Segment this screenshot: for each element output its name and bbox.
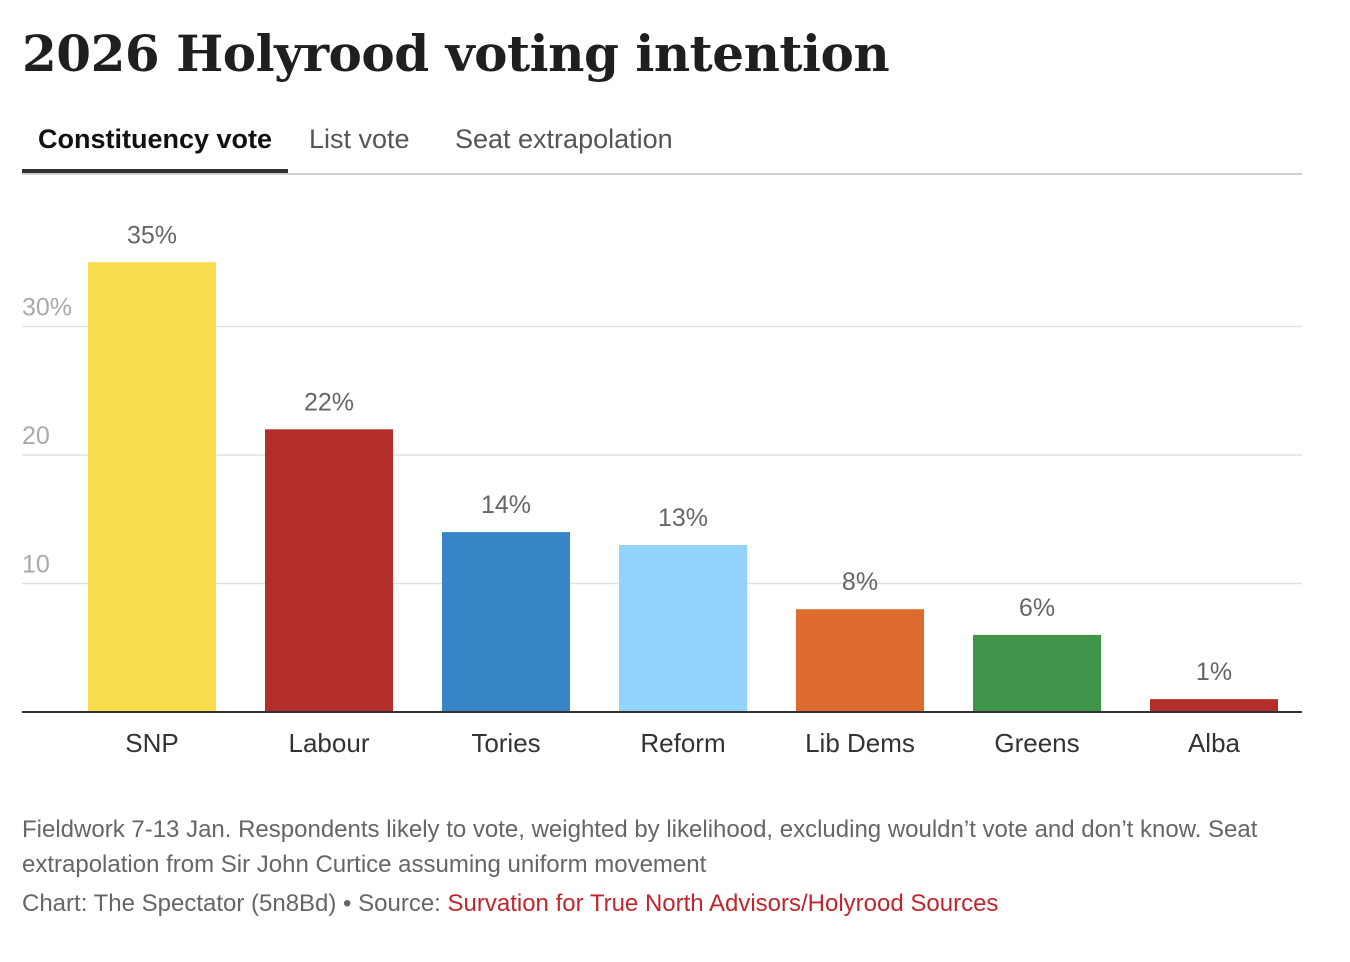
bar-labour[interactable] xyxy=(265,429,393,712)
data-label: 22% xyxy=(304,388,354,416)
bar-alba[interactable] xyxy=(1150,699,1278,712)
tab-seat-extrapolation[interactable]: Seat extrapolation xyxy=(455,124,673,154)
bar-tories[interactable] xyxy=(442,532,570,712)
x-tick-label: Lib Dems xyxy=(805,728,915,758)
tab-bar: Constituency vote List vote Seat extrapo… xyxy=(22,118,1302,175)
bar-lib-dems[interactable] xyxy=(796,609,924,712)
x-tick-label: SNP xyxy=(125,728,178,758)
credit-text: Chart: The Spectator (5n8Bd) • Source: xyxy=(22,890,448,917)
chart-credit: Chart: The Spectator (5n8Bd) • Source: S… xyxy=(22,890,998,918)
data-label: 8% xyxy=(842,568,878,596)
x-tick-label: Greens xyxy=(994,728,1079,758)
data-label: 35% xyxy=(127,221,177,249)
data-label: 13% xyxy=(658,504,708,532)
y-tick-label: 10 xyxy=(22,551,50,579)
bar-greens[interactable] xyxy=(973,634,1101,712)
bar-reform[interactable] xyxy=(619,544,747,712)
x-tick-label: Labour xyxy=(289,728,370,758)
bar-snp[interactable] xyxy=(88,262,216,712)
data-label: 6% xyxy=(1019,594,1055,622)
chart-title: 2026 Holyrood voting intention xyxy=(22,24,890,83)
source-link[interactable]: Survation for True North Advisors/Holyro… xyxy=(447,890,999,917)
y-tick-label: 30% xyxy=(22,294,72,322)
data-label: 14% xyxy=(481,491,531,519)
bar-chart: 10 20 30% 35% SNP 22% Labour 14% Tories 13% Reform… xyxy=(22,221,1302,758)
tab-list-vote[interactable]: List vote xyxy=(309,124,410,154)
x-tick-label: Reform xyxy=(640,728,725,758)
y-tick-label: 20 xyxy=(22,422,50,450)
x-tick-label: Alba xyxy=(1188,728,1241,758)
tab-constituency-vote[interactable]: Constituency vote xyxy=(22,124,288,173)
data-label: 1% xyxy=(1196,658,1232,686)
fieldwork-note: Fieldwork 7-13 Jan. Respondents likely t… xyxy=(22,816,1258,878)
x-tick-label: Tories xyxy=(471,728,540,758)
